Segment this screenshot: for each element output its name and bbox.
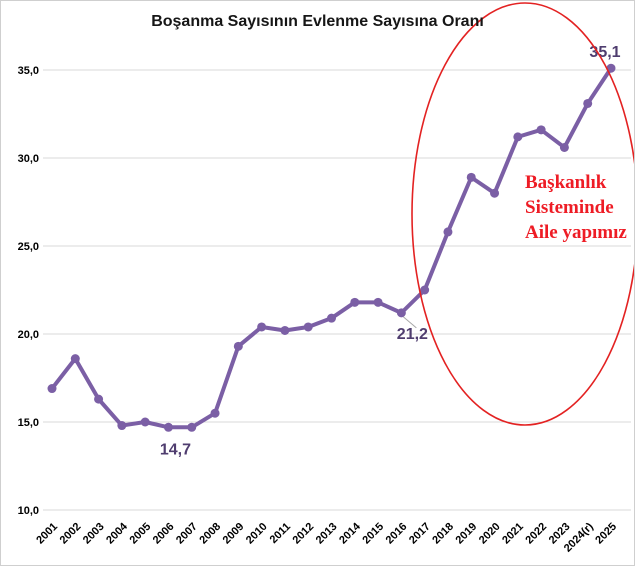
data-point bbox=[583, 98, 593, 108]
x-axis-tick-label: 2006 bbox=[151, 521, 177, 547]
x-axis-tick-label: 2008 bbox=[197, 521, 223, 547]
x-axis-tick-label: 2005 bbox=[127, 521, 153, 547]
y-axis-tick-label: 25,0 bbox=[18, 241, 39, 253]
x-axis-tick-label: 2017 bbox=[407, 521, 433, 547]
x-axis-tick-label: 2001 bbox=[34, 521, 60, 547]
x-axis-tick-label: 2011 bbox=[268, 521, 293, 546]
data-point bbox=[513, 132, 523, 142]
data-point bbox=[210, 408, 220, 418]
data-point bbox=[233, 341, 243, 351]
data-point bbox=[280, 325, 290, 335]
data-point bbox=[443, 227, 453, 237]
point-value-label: 21,2 bbox=[397, 326, 428, 343]
data-point bbox=[70, 354, 80, 364]
data-point bbox=[466, 172, 476, 182]
x-axis-tick-label: 2004 bbox=[104, 520, 130, 546]
x-axis-tick-label: 2002 bbox=[58, 521, 84, 547]
x-axis-tick-label: 2007 bbox=[174, 521, 200, 547]
x-axis-tick-label: 2013 bbox=[314, 521, 340, 547]
data-point bbox=[536, 125, 546, 135]
data-point bbox=[303, 322, 313, 332]
data-point bbox=[373, 297, 383, 307]
x-axis-tick-label: 2016 bbox=[384, 521, 410, 547]
point-value-label: 35,1 bbox=[589, 44, 620, 61]
x-axis-tick-label: 2014 bbox=[337, 520, 363, 546]
x-axis-tick-label: 2015 bbox=[360, 521, 386, 547]
data-point bbox=[559, 142, 569, 152]
x-axis-tick-label: 2022 bbox=[523, 521, 549, 547]
x-axis-tick-label: 2003 bbox=[81, 521, 107, 547]
x-axis-tick-label: 2019 bbox=[454, 521, 480, 547]
annotation-leader-line bbox=[403, 316, 417, 329]
data-point bbox=[490, 188, 500, 198]
data-line bbox=[50, 66, 613, 430]
data-point bbox=[163, 422, 173, 432]
data-point bbox=[94, 394, 104, 404]
y-axis-tick-label: 15,0 bbox=[18, 417, 39, 429]
x-axis-tick-label: 2025 bbox=[593, 521, 619, 547]
y-axis-tick-label: 10,0 bbox=[18, 505, 39, 517]
highlight-note: Başkanlık Sisteminde Aile yapımız bbox=[525, 170, 634, 245]
data-point bbox=[187, 422, 197, 432]
y-axis-tick-label: 20,0 bbox=[18, 329, 39, 341]
x-axis-tick-label: 2012 bbox=[291, 521, 317, 547]
data-point bbox=[396, 308, 406, 318]
y-axis-tick-label: 30,0 bbox=[18, 153, 39, 165]
data-point bbox=[47, 384, 57, 394]
x-axis-tick-label: 2021 bbox=[500, 521, 526, 547]
data-point bbox=[257, 322, 267, 332]
highlight-ellipse bbox=[411, 2, 634, 426]
highlight-note-line: Aile yapımız bbox=[525, 222, 627, 243]
x-axis-tick-label: 2010 bbox=[244, 521, 270, 547]
chart-title: Boşanma Sayısının Evlenme Sayısına Oranı bbox=[151, 13, 484, 30]
x-axis-tick-label: 2018 bbox=[430, 521, 456, 547]
y-axis-tick-label: 35,0 bbox=[18, 65, 39, 77]
data-point bbox=[420, 285, 430, 295]
data-point bbox=[606, 63, 616, 73]
data-point bbox=[117, 421, 127, 431]
point-value-label: 14,7 bbox=[160, 441, 191, 458]
x-axis-tick-label: 2020 bbox=[477, 521, 503, 547]
highlight-note-line: Başkanlık bbox=[525, 172, 607, 193]
data-point bbox=[327, 313, 336, 323]
data-point bbox=[350, 297, 360, 307]
data-point bbox=[140, 417, 150, 427]
x-axis-tick-label: 2009 bbox=[221, 521, 247, 547]
highlight-note-line: Sisteminde bbox=[525, 197, 614, 218]
